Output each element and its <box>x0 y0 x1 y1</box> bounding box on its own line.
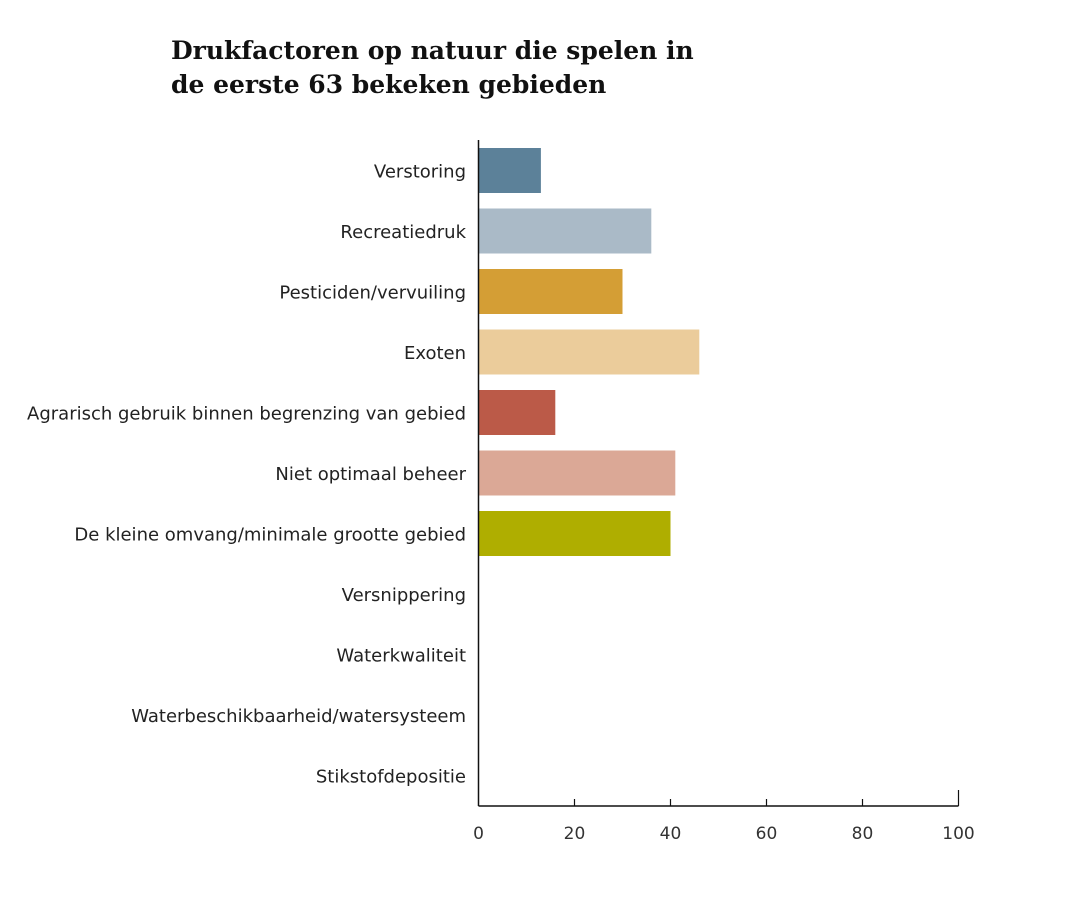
bar <box>478 390 556 435</box>
x-tick-label: 60 <box>756 824 778 844</box>
x-tick-label: 20 <box>564 824 586 844</box>
category-label: Exoten <box>404 343 466 364</box>
bar <box>478 148 541 193</box>
chart-title-line-1: Drukfactoren op natuur die spelen in <box>171 36 694 65</box>
category-label: Versnippering <box>342 585 466 606</box>
bar <box>478 511 671 556</box>
category-label: Niet optimaal beheer <box>275 464 466 485</box>
category-label: Recreatiedruk <box>340 222 466 243</box>
chart-title: Drukfactoren op natuur die spelen in de … <box>171 34 731 102</box>
x-tick-label: 100 <box>942 824 974 844</box>
bar <box>478 269 623 314</box>
x-tick-label: 80 <box>852 824 874 844</box>
x-tick-label: 0 <box>473 824 484 844</box>
category-label: Stikstofdepositie <box>316 767 466 788</box>
category-label: Agrarisch gebruik binnen begrenzing van … <box>27 404 466 425</box>
bar <box>478 329 700 375</box>
category-label: De kleine omvang/minimale grootte gebied <box>74 525 466 546</box>
category-label: Pesticiden/vervuiling <box>279 283 466 304</box>
bar <box>478 208 652 254</box>
bar <box>478 450 676 496</box>
category-label: Waterbeschikbaarheid/watersysteem <box>131 706 466 727</box>
category-label: Waterkwaliteit <box>336 646 466 667</box>
chart-title-line-2: de eerste 63 bekeken gebieden <box>171 70 607 99</box>
x-tick-label: 40 <box>660 824 682 844</box>
category-label: Verstoring <box>374 162 466 183</box>
